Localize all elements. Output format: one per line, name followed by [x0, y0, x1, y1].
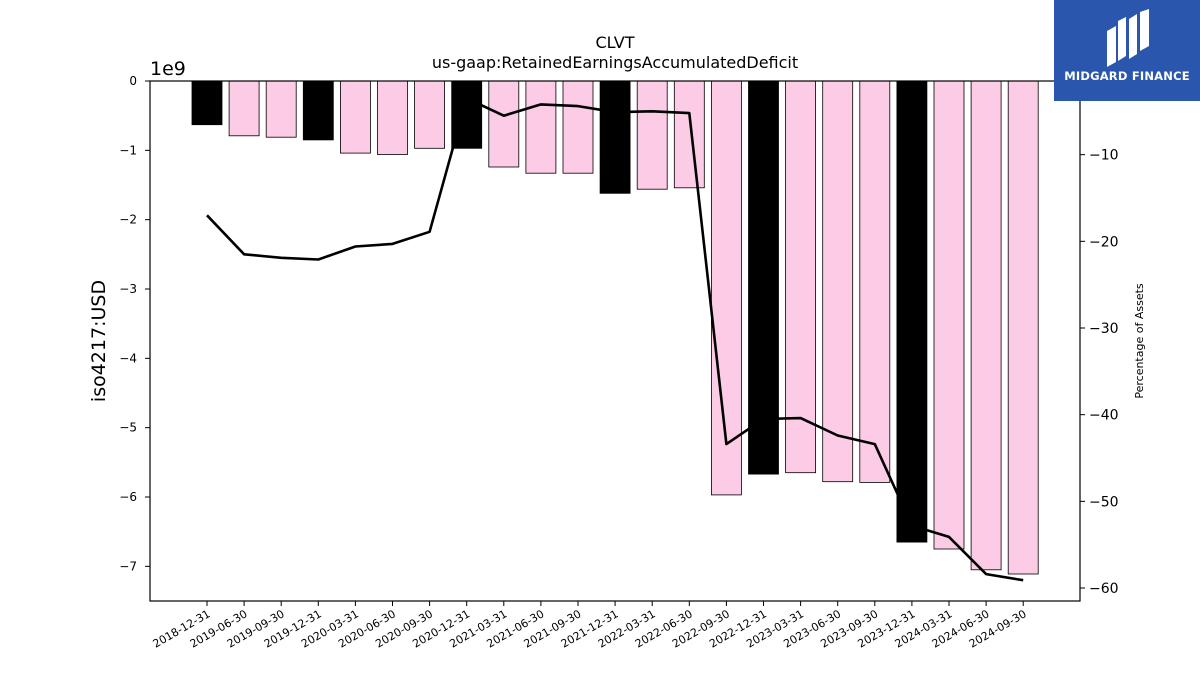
- y2-axis-label: Percentage of Assets: [1133, 283, 1146, 399]
- bar-2019-09-30: [265, 80, 297, 138]
- bars-layer: [191, 80, 1039, 575]
- y-tick-label: −5: [119, 421, 137, 435]
- y-tick-label: −6: [119, 490, 137, 504]
- bar-2018-12-31: [191, 80, 223, 126]
- y2-tick-label: −50: [1089, 494, 1119, 510]
- bar-2022-06-30: [673, 80, 705, 189]
- bar-2019-12-31: [302, 80, 334, 141]
- bar-2024-06-30: [970, 80, 1002, 571]
- y2-tick-label: −30: [1089, 321, 1119, 337]
- y-tick-label: −2: [119, 213, 137, 227]
- bar-2022-03-31: [636, 80, 668, 190]
- y2-tick-label: −60: [1089, 581, 1119, 597]
- y-tick-label: −1: [119, 143, 137, 157]
- brand-logo: MIDGARD FINANCE: [1054, 0, 1200, 101]
- line-layer: [206, 97, 1024, 582]
- bar-2023-12-31: [896, 80, 928, 543]
- y-axis-label: iso4217:USD: [88, 280, 110, 402]
- y-tick-label: −3: [119, 282, 137, 296]
- y-tick-label: 0: [129, 74, 137, 88]
- bar-2020-03-31: [339, 80, 371, 154]
- bar-2020-09-30: [414, 80, 446, 149]
- logo-mark-icon: [1107, 9, 1149, 67]
- bar-2022-09-30: [711, 80, 742, 496]
- bar-2023-09-30: [859, 80, 891, 483]
- bar-2021-06-30: [525, 80, 557, 174]
- y-tick-label: −4: [119, 351, 137, 365]
- bar-2022-12-31: [748, 80, 779, 475]
- chart-subtitle: us-gaap:RetainedEarningsAccumulatedDefic…: [432, 53, 798, 72]
- bar-2021-03-31: [488, 80, 520, 168]
- y2-tick-label: −20: [1089, 234, 1119, 250]
- pct-assets-line: [206, 97, 1024, 582]
- bar-2024-03-31: [933, 80, 965, 550]
- y2-tick-label: −40: [1089, 408, 1119, 424]
- bar-2021-09-30: [562, 80, 594, 174]
- bar-2024-09-30: [1007, 80, 1039, 575]
- bar-2019-06-30: [228, 80, 260, 137]
- bar-2023-06-30: [822, 80, 854, 483]
- y-tick-label: −7: [119, 559, 137, 573]
- y2-tick-label: −10: [1089, 148, 1119, 164]
- chart-title: CLVT: [595, 33, 634, 52]
- y-offset-label: 1e9: [150, 58, 186, 80]
- bar-2020-06-30: [377, 80, 408, 155]
- bar-2023-03-31: [785, 80, 816, 474]
- logo-text: MIDGARD FINANCE: [1064, 69, 1190, 83]
- bar-2021-12-31: [599, 80, 631, 194]
